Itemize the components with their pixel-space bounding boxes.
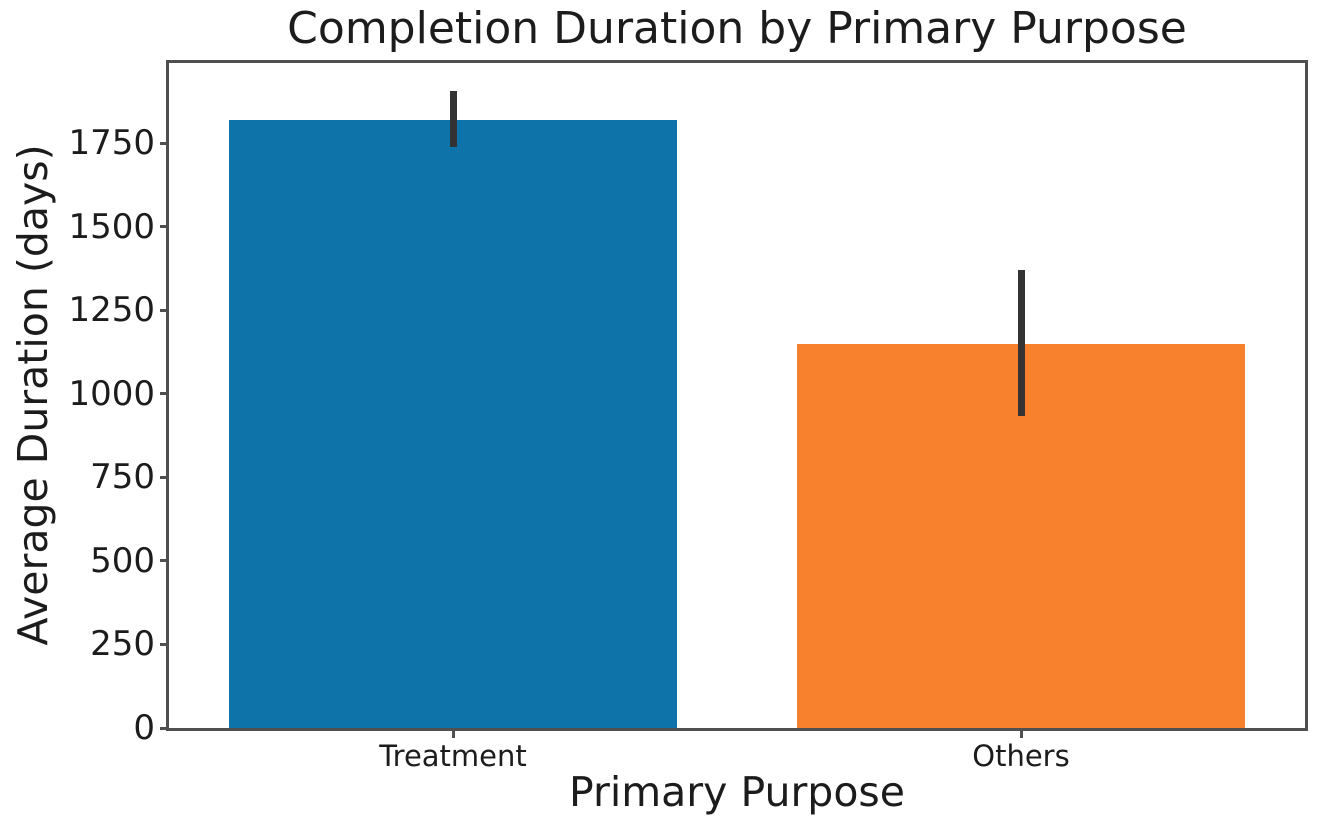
- ytick-mark-1750: [160, 141, 169, 145]
- ytick-mark-750: [160, 475, 169, 479]
- ytick-label-1000: 1000: [68, 373, 155, 414]
- xtick-mark-others: [1019, 728, 1023, 738]
- chart-title: Completion Duration by Primary Purpose: [287, 3, 1187, 54]
- ytick-mark-1500: [160, 225, 169, 229]
- ytick-mark-1250: [160, 308, 169, 312]
- ytick-mark-1000: [160, 392, 169, 396]
- ytick-mark-0: [160, 726, 169, 730]
- ytick-label-750: 750: [90, 457, 155, 498]
- ytick-label-250: 250: [90, 624, 155, 665]
- xtick-label-treatment: Treatment: [379, 739, 527, 773]
- ytick-label-1500: 1500: [68, 206, 155, 247]
- error-bar-others: [1017, 270, 1025, 416]
- ytick-label-1250: 1250: [68, 290, 155, 331]
- ytick-label-500: 500: [90, 540, 155, 581]
- xtick-mark-treatment: [451, 728, 455, 738]
- ytick-mark-500: [160, 559, 169, 563]
- ytick-label-0: 0: [133, 708, 155, 748]
- ytick-mark-250: [160, 642, 169, 646]
- x-axis-label: Primary Purpose: [568, 768, 905, 816]
- xtick-label-others: Others: [972, 739, 1070, 773]
- ytick-label-1750: 1750: [68, 123, 155, 164]
- error-bar-treatment: [449, 91, 457, 147]
- bar-treatment: [228, 119, 678, 728]
